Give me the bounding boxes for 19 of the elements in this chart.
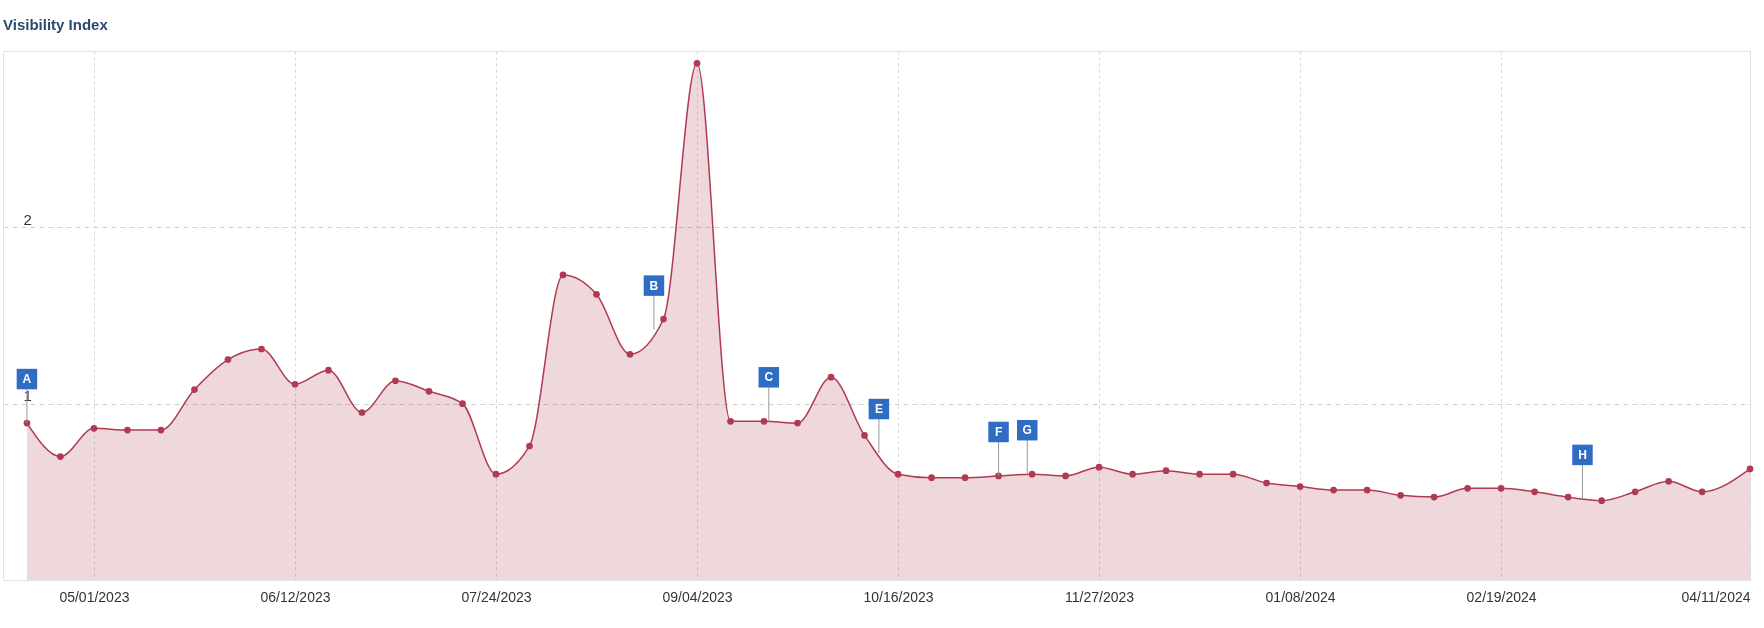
annotation: H [1578,447,1587,462]
x-tick-label: 11/27/2023 [1065,588,1135,605]
annotation: A [22,372,32,387]
annotation: F [994,424,1003,439]
x-tick-label: 09/04/2023 [662,588,733,605]
x-tick-label: 02/19/2024 [1466,588,1537,605]
x-tick-label: 10/16/2023 [863,588,934,605]
annotation: E [874,402,883,417]
y-tick-label: 2 [23,210,32,228]
annotation: C [764,370,774,385]
chart-title: Visibility Index [3,16,109,33]
x-tick-label: 07/24/2023 [461,588,532,605]
annotation: G [1022,423,1032,438]
x-tick-label: 05/01/2023 [59,588,130,605]
x-tick-label: 04/11/2024 [1681,588,1751,605]
x-tick-label: 06/12/2023 [260,588,331,605]
y-tick-label: 1 [23,387,32,405]
annotation: B [649,278,659,293]
x-tick-label: 01/08/2024 [1265,588,1336,605]
